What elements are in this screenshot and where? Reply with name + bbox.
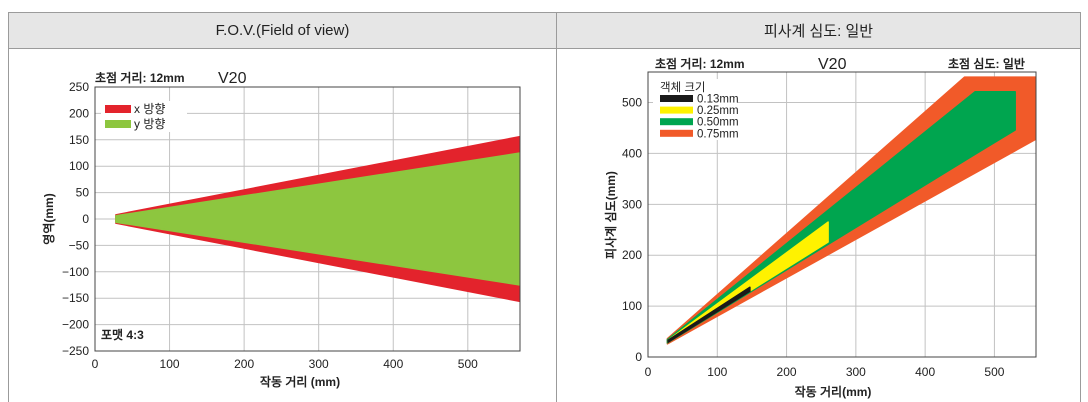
legend-swatch (660, 118, 693, 126)
column-divider (556, 12, 557, 402)
focal-length-note: 초점 거리: 12mm (655, 56, 745, 71)
y-tick-label: 200 (69, 106, 89, 120)
legend-swatch (660, 95, 693, 102)
legend-label: 0.50mm (697, 117, 739, 129)
y-axis-label: 피사계 심도(mm) (603, 171, 618, 259)
fov-header-label: F.O.V.(Field of view) (215, 22, 350, 39)
x-axis-label: 작동 거리 (mm) (260, 374, 340, 389)
dof-chart: 0 100 200 300 400 500 0 100 200 300 400 500 객체 크기0.1… (603, 56, 1037, 399)
depth-of-field-note: 초점 심도: 일반 (948, 56, 1025, 71)
focal-length-note: 초점 거리: 12mm (95, 70, 185, 85)
y-tick-label: 150 (69, 133, 89, 147)
x-tick-label: 300 (309, 357, 329, 371)
legend: x 방향y 방향 (101, 101, 187, 132)
x-tick-label: 100 (707, 365, 727, 379)
legend-label: 0.13mm (697, 94, 739, 106)
y-tick-label: −50 (69, 238, 90, 252)
y-tick-label: 400 (622, 146, 642, 160)
y-tick-label: 0 (635, 350, 642, 364)
y-tick-label: 100 (622, 299, 642, 313)
plot-frame (647, 71, 1037, 358)
x-tick-label: 100 (160, 357, 180, 371)
series-area-0 (667, 286, 751, 343)
chart-title: V20 (218, 70, 247, 87)
y-axis-label: 영역(mm) (41, 193, 56, 244)
x-tick-label: 200 (777, 365, 797, 379)
dof-header: 피사계 심도: 일반 (557, 13, 1080, 48)
x-axis-label: 작동 거리(mm) (795, 384, 872, 399)
table-top-border (8, 12, 1081, 13)
format-note: 포맷 4:3 (101, 327, 144, 342)
header-bottom-border (8, 48, 1081, 49)
x-tick-label: 400 (383, 357, 403, 371)
x-tick-label: 0 (92, 357, 99, 371)
y-tick-label: −100 (62, 265, 89, 279)
legend-swatch (105, 120, 131, 128)
series-area-1 (115, 152, 520, 286)
fov-plot: 0 100 200 300 400 500250200150100500−50−100−1… (62, 80, 521, 371)
x-tick-label: 0 (645, 365, 652, 379)
y-tick-label: −200 (62, 318, 89, 332)
y-tick-label: 300 (622, 197, 642, 211)
table-right-border (1080, 12, 1081, 402)
y-tick-label: 250 (69, 80, 89, 94)
legend-label: 0.25mm (697, 105, 739, 117)
y-tick-label: 200 (622, 248, 642, 262)
legend-label: y 방향 (134, 117, 165, 131)
dof-header-label: 피사계 심도: 일반 (763, 23, 874, 40)
fov-header: F.O.V.(Field of view) (9, 13, 556, 48)
plot-frame (94, 86, 521, 352)
x-tick-label: 500 (458, 357, 478, 371)
legend-label: x 방향 (134, 102, 165, 116)
y-tick-label: 500 (622, 96, 642, 110)
legend-swatch (105, 105, 131, 113)
y-tick-label: 100 (69, 159, 89, 173)
x-tick-label: 200 (234, 357, 254, 371)
fov-chart: 0 100 200 300 400 500250200150100500−50−100−1… (41, 70, 521, 389)
legend-swatch (660, 129, 693, 137)
y-tick-label: 50 (76, 186, 90, 200)
y-tick-label: −250 (62, 344, 89, 358)
y-tick-label: 0 (82, 212, 89, 226)
chart-title: V20 (818, 56, 847, 73)
y-tick-label: −150 (62, 291, 89, 305)
legend-swatch (660, 106, 693, 114)
x-tick-label: 400 (915, 365, 935, 379)
dof-plot: 0 100 200 300 400 500 0 100 200 300 400 500 객체 크기0.1… (622, 71, 1037, 379)
legend-title: 객체 크기 (660, 81, 706, 94)
x-tick-label: 300 (846, 365, 866, 379)
legend-label: 0.75mm (697, 128, 739, 140)
table-left-border (8, 12, 9, 402)
x-tick-label: 500 (984, 365, 1004, 379)
format-note-background (98, 326, 156, 342)
